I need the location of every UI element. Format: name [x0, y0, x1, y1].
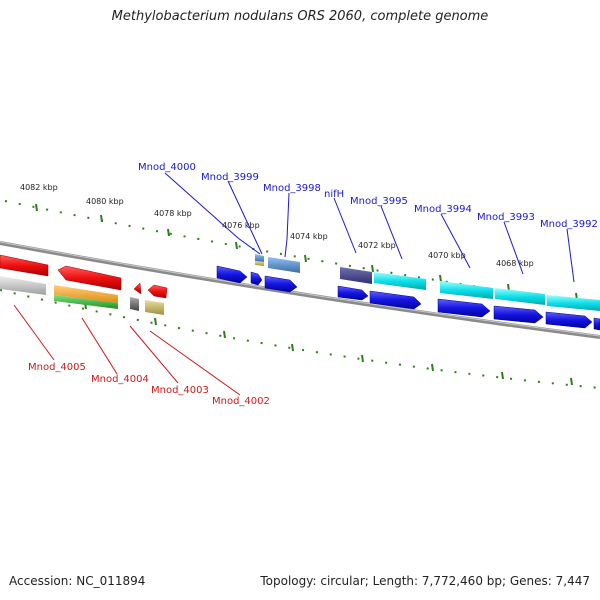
genome-backbone — [0, 241, 600, 339]
gene-label: Mnod_3998 — [263, 183, 321, 194]
forward-strand-genes — [216, 254, 600, 331]
gene-label: Mnod_4005 — [28, 362, 86, 373]
bottom-leader-lines — [13, 304, 241, 396]
top-leader-lines — [164, 172, 575, 283]
gene-label: Mnod_4000 — [138, 162, 196, 173]
scale-label: 4076 kbp — [222, 221, 260, 230]
gene-mnod-3993-forward — [493, 305, 544, 324]
cog-band-cyan-1 — [374, 272, 426, 290]
cog-band-steel — [268, 257, 300, 273]
cog-band-grey — [0, 276, 46, 295]
cog-band-small-olive — [255, 261, 264, 266]
gene-label: Mnod_3992 — [540, 219, 598, 230]
cog-band-navy — [340, 267, 372, 284]
gene-mnod-4003-reverse — [133, 282, 142, 295]
gene-label: Mnod_3994 — [414, 204, 472, 215]
gene-mnod-4005-reverse — [0, 254, 49, 277]
gene-mnod-3998-forward — [264, 275, 298, 293]
gene-label: Mnod_4003 — [151, 385, 209, 396]
scale-label: 4078 kbp — [154, 209, 192, 218]
scale-label: 4080 kbp — [86, 197, 124, 206]
cog-band-cyan-3 — [495, 288, 545, 305]
scale-label: 4072 kbp — [358, 241, 396, 250]
gene-label: Mnod_3995 — [350, 196, 408, 207]
scale-label: 4068 kbp — [496, 259, 534, 268]
scale-labels: 4082 kbp 4080 kbp 4078 kbp 4076 kbp 4074… — [20, 183, 534, 268]
gene-mnod-4004-reverse — [57, 265, 122, 291]
scale-label: 4074 kbp — [290, 232, 328, 241]
reverse-strand-genes — [0, 254, 168, 315]
gene-nifh-forward — [337, 285, 369, 301]
genome-summary-text: Topology: circular; Length: 7,772,460 bp… — [260, 574, 590, 588]
gene-mnod-4000-forward — [216, 265, 248, 284]
cog-band-dark — [130, 297, 139, 311]
cog-band-small-steel — [255, 254, 264, 262]
inner-major-ticks — [84, 301, 573, 386]
gene-label: Mnod_4004 — [91, 374, 149, 385]
cog-band-cyan-2 — [440, 281, 493, 299]
scale-label: 4070 kbp — [428, 251, 466, 260]
gene-label: Mnod_3993 — [477, 212, 535, 223]
gene-mnod-3994-forward — [437, 298, 491, 318]
cog-band-green — [54, 295, 118, 309]
gene-label: Mnod_3999 — [201, 172, 259, 183]
gene-mnod-3992-forward — [545, 311, 593, 329]
accession-text: Accession: NC_011894 — [9, 574, 146, 588]
gene-label: Mnod_4002 — [212, 396, 270, 407]
bottom-gene-labels: Mnod_4005 Mnod_4004 Mnod_4003 Mnod_4002 — [28, 362, 270, 407]
genome-title: Methylobacterium nodulans ORS 2060, comp… — [111, 9, 489, 24]
cog-band-olive — [145, 300, 164, 315]
gene-mnod-3999-forward — [250, 271, 263, 286]
scale-label: 4082 kbp — [20, 183, 58, 192]
cog-band-orange — [54, 285, 118, 303]
gene-next-forward — [593, 317, 600, 331]
gene-label: nifH — [324, 189, 344, 200]
gene-mnod-4002-reverse — [147, 284, 168, 299]
cog-band-cyan-4 — [547, 295, 600, 311]
gene-mnod-3995-forward — [369, 290, 422, 310]
top-gene-labels: Mnod_4000 Mnod_3999 Mnod_3998 nifH Mnod_… — [138, 162, 598, 230]
